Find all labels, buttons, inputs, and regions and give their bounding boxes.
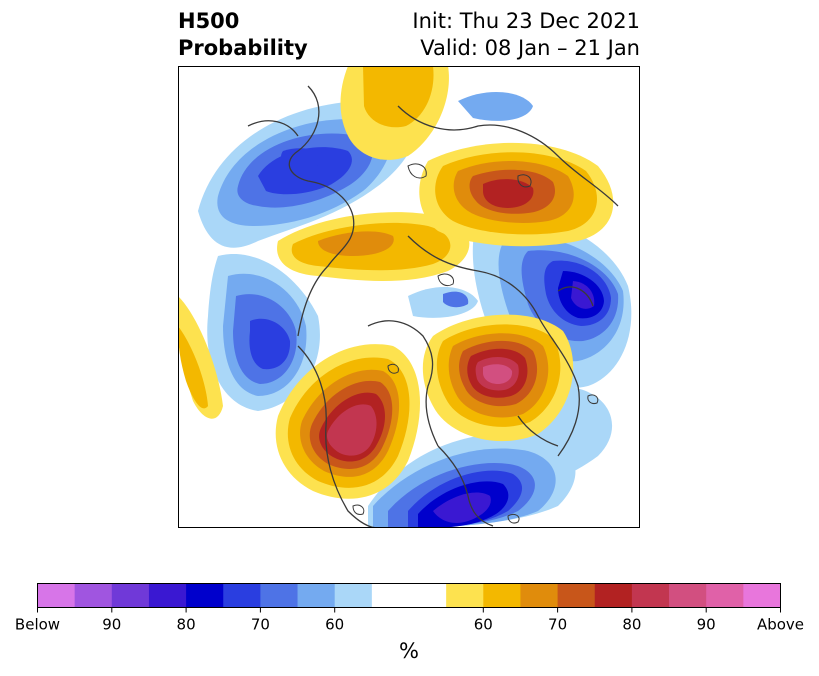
top-warm-band [340,66,449,160]
colorbar-cell [186,583,224,608]
coastlines [247,85,619,528]
colorbar-cell [148,583,187,608]
colorbar-tick-label: 90 [697,616,716,634]
colorbar-cell [446,583,484,608]
colorbar-cell [669,583,707,608]
colorbar-tick-label: 90 [102,616,121,634]
colorbar-tick-label: 70 [548,616,567,634]
map-title: H500 Probability [178,8,308,62]
colorbar-cell [223,583,261,608]
canadian-arctic-anomaly [277,212,470,281]
colorbar-ticks: Below 90 80 70 60 60 70 80 90 Above [15,607,804,634]
colorbar-cell [111,583,150,608]
colorbar-cell [37,583,76,608]
colorbar-tick-label: 80 [622,616,641,634]
western-north-america-anomaly [275,344,420,499]
western-siberia-anomaly [419,142,614,247]
colorbar-tick-label: 60 [325,616,344,634]
colorbar-cell [371,583,410,608]
colorbar-cell [706,583,744,608]
colorbar-tick-label: 80 [177,616,196,634]
colorbar-cell [74,583,113,608]
colorbar-cell [260,583,298,608]
colorbar-cell [334,583,373,608]
colorbar-tick-label: Above [757,616,804,634]
colorbar-tick-label: 60 [474,616,493,634]
map-frame [178,66,640,528]
colorbar-cell [557,583,596,608]
date-info: Init: Thu 23 Dec 2021 Valid: 08 Jan – 21… [412,8,640,62]
colorbar-unit: % [399,639,419,663]
colorbar-cell [520,583,558,608]
subtitle-label: Probability [178,36,308,60]
pacific-edge-anomaly [178,296,223,419]
colorbar-cell [297,583,336,608]
colorbar-cell [409,583,447,608]
islands [352,163,599,524]
colorbar-cell [594,583,633,608]
colorbar-tick-label: 70 [251,616,270,634]
colorbar-cells [37,583,781,608]
init-date: Init: Thu 23 Dec 2021 [412,9,640,33]
colorbar-cell [631,583,670,608]
probability-map [178,66,640,528]
colorbar-cell [483,583,521,608]
colorbar-tick-label: Below [15,616,60,634]
north-atlantic-anomaly [422,314,574,442]
variable-label: H500 [178,9,240,33]
valid-date: Valid: 08 Jan – 21 Jan [420,36,640,60]
colorbar: Below 90 80 70 60 60 70 80 90 Above % [15,583,804,663]
colorbar-cell [743,583,781,608]
colorbar-frame [37,583,781,608]
